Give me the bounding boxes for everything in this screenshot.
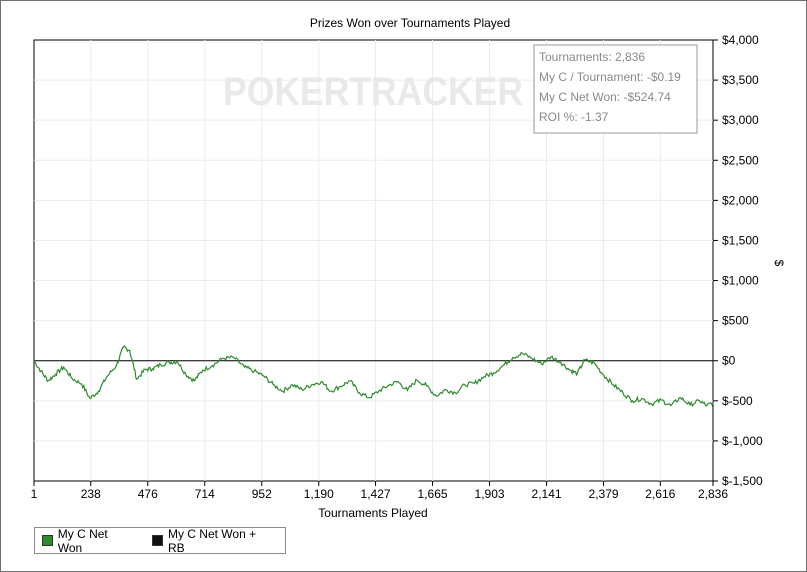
y-tick-label: $1,000 xyxy=(722,274,759,288)
x-tick-label: 2,141 xyxy=(532,487,562,501)
stats-box: Tournaments: 2,836 My C / Tournament: -$… xyxy=(533,44,698,134)
x-tick-label: 1 xyxy=(31,487,38,501)
y-tick-label: $3,000 xyxy=(722,113,759,127)
series-line-0 xyxy=(33,344,714,408)
x-tick-label: 952 xyxy=(252,487,272,501)
chart-title: Prizes Won over Tournaments Played xyxy=(310,16,510,30)
x-axis-title: Tournaments Played xyxy=(318,506,427,520)
y-tick-label: $0 xyxy=(722,354,736,368)
y-tick-label: $-1,500 xyxy=(722,474,763,488)
y-tick-label: $3,500 xyxy=(722,73,759,87)
y-tick-label: $1,500 xyxy=(722,233,759,247)
y-tick-label: $-1,000 xyxy=(722,434,763,448)
stats-roi: ROI %: -1.37 xyxy=(539,110,609,124)
x-tick-label: 1,427 xyxy=(361,487,391,501)
stats-net-won: My C Net Won: -$524.74 xyxy=(539,90,671,104)
x-tick-label: 1,665 xyxy=(418,487,448,501)
stats-tournaments: Tournaments: 2,836 xyxy=(539,50,645,64)
legend-swatch-green xyxy=(42,535,53,546)
series-layer xyxy=(33,344,714,408)
x-tick-label: 714 xyxy=(195,487,215,501)
x-tick-label: 2,836 xyxy=(698,487,728,501)
legend-item-net-won-rb[interactable]: My C Net Won + RB xyxy=(152,527,273,555)
legend-item-net-won[interactable]: My C Net Won xyxy=(42,527,133,555)
y-axis: $4,000 $3,500 $3,000 $2,500 $2,000 $1,500 $1,0… xyxy=(713,33,763,488)
y-tick-label: $-500 xyxy=(722,394,753,408)
x-tick-label: 2,616 xyxy=(645,487,675,501)
legend-swatch-black xyxy=(152,535,163,546)
y-axis-title: $ xyxy=(772,260,786,267)
legend-label: My C Net Won xyxy=(57,526,108,555)
y-tick-label: $2,500 xyxy=(722,153,759,167)
x-tick-label: 2,379 xyxy=(589,487,619,501)
x-tick-label: 1,903 xyxy=(475,487,505,501)
y-tick-label: $2,000 xyxy=(722,193,759,207)
x-tick-label: 238 xyxy=(81,487,101,501)
legend-label: My C Net Won + RB xyxy=(167,526,257,555)
legend: My C Net Won My C Net Won + RB xyxy=(34,527,286,555)
stats-per-tournament: My C / Tournament: -$0.19 xyxy=(539,70,681,84)
x-tick-label: 476 xyxy=(138,487,158,501)
x-axis: 1 238 476 714 952 1,190 1,427 1,665 1,903 2,141 2,… xyxy=(31,481,728,501)
watermark-logo: POKERTRACKER xyxy=(223,70,523,114)
x-tick-label: 1,190 xyxy=(304,487,334,501)
y-tick-label: $500 xyxy=(722,314,749,328)
y-tick-label: $4,000 xyxy=(722,33,759,47)
